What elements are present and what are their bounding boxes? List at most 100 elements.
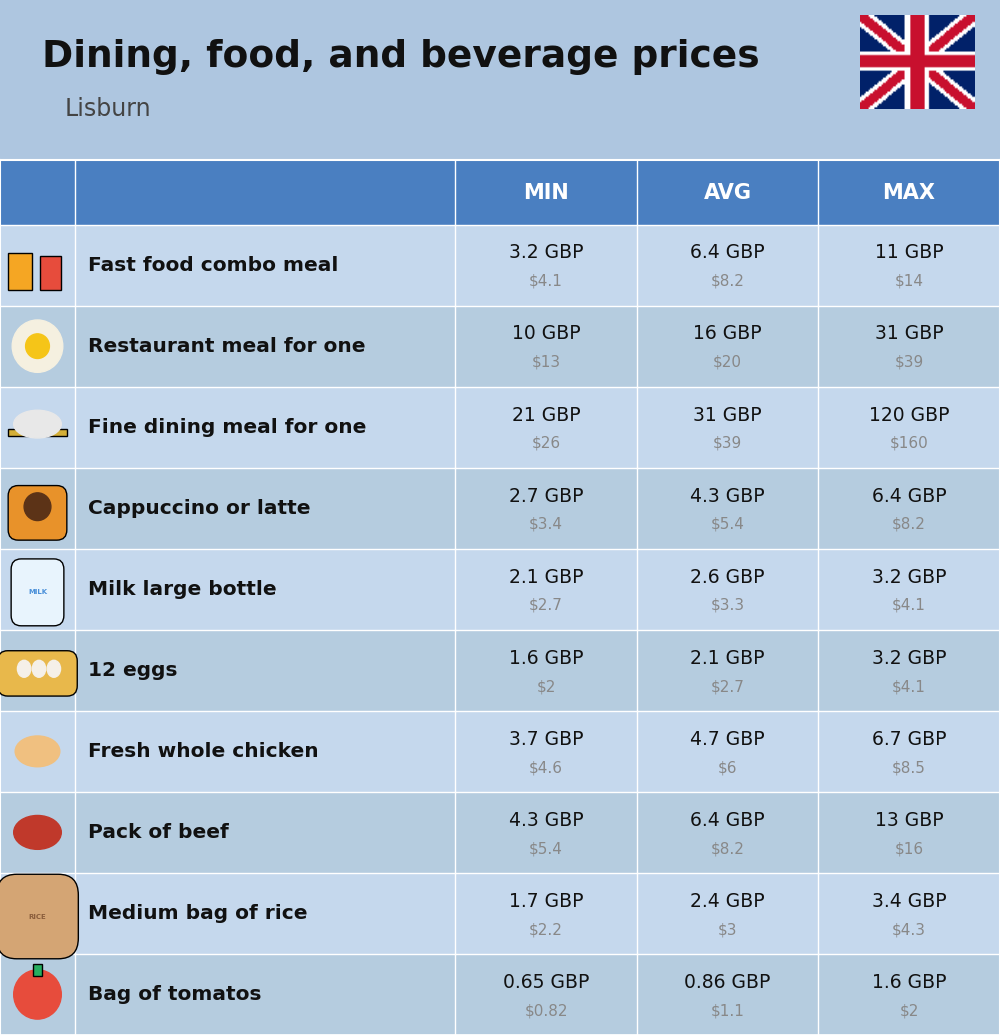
Text: $14: $14: [895, 274, 924, 289]
Text: $39: $39: [713, 436, 742, 451]
FancyBboxPatch shape: [8, 485, 67, 540]
Text: 0.65 GBP: 0.65 GBP: [503, 973, 589, 992]
Text: MIN: MIN: [523, 182, 569, 203]
Text: 4.7 GBP: 4.7 GBP: [690, 730, 765, 748]
Text: 2.6 GBP: 2.6 GBP: [690, 567, 765, 587]
Text: $8.5: $8.5: [892, 760, 926, 775]
Text: $8.2: $8.2: [711, 841, 744, 856]
Text: $2.7: $2.7: [711, 679, 744, 694]
FancyBboxPatch shape: [0, 160, 1000, 225]
Text: $4.6: $4.6: [529, 760, 563, 775]
Text: 3.2 GBP: 3.2 GBP: [509, 243, 583, 263]
FancyBboxPatch shape: [0, 954, 1000, 1035]
Text: 16 GBP: 16 GBP: [693, 325, 762, 344]
Ellipse shape: [15, 736, 60, 767]
Circle shape: [24, 493, 51, 521]
Text: $1.1: $1.1: [711, 1003, 744, 1018]
Text: Fast food combo meal: Fast food combo meal: [88, 256, 338, 274]
Text: 3.2 GBP: 3.2 GBP: [872, 567, 946, 587]
Text: Lisburn: Lisburn: [65, 96, 152, 121]
Text: $2: $2: [899, 1003, 919, 1018]
Text: $4.1: $4.1: [892, 679, 926, 694]
Ellipse shape: [47, 660, 61, 677]
Text: 6.4 GBP: 6.4 GBP: [690, 243, 765, 263]
Text: 2.1 GBP: 2.1 GBP: [509, 567, 583, 587]
Ellipse shape: [14, 410, 61, 438]
FancyBboxPatch shape: [0, 549, 1000, 629]
Text: Cappuccino or latte: Cappuccino or latte: [88, 499, 310, 518]
Text: 12 eggs: 12 eggs: [88, 660, 178, 680]
Text: Bag of tomatos: Bag of tomatos: [88, 985, 262, 1004]
Text: $3.3: $3.3: [710, 598, 745, 613]
Text: $8.2: $8.2: [892, 516, 926, 532]
Text: 13 GBP: 13 GBP: [875, 810, 943, 830]
Text: $4.1: $4.1: [529, 274, 563, 289]
Text: $5.4: $5.4: [711, 516, 744, 532]
Text: RICE: RICE: [29, 914, 46, 919]
Circle shape: [12, 320, 63, 373]
Text: $13: $13: [531, 355, 561, 369]
Text: $16: $16: [894, 841, 924, 856]
Text: $6: $6: [718, 760, 737, 775]
Text: $3: $3: [718, 922, 737, 937]
Text: $0.82: $0.82: [524, 1003, 568, 1018]
Text: 31 GBP: 31 GBP: [875, 325, 943, 344]
FancyBboxPatch shape: [8, 253, 32, 290]
Text: $5.4: $5.4: [529, 841, 563, 856]
FancyBboxPatch shape: [0, 468, 1000, 549]
Text: $2.7: $2.7: [529, 598, 563, 613]
Text: 6.4 GBP: 6.4 GBP: [872, 486, 946, 505]
FancyBboxPatch shape: [40, 256, 61, 290]
Text: 6.4 GBP: 6.4 GBP: [690, 810, 765, 830]
Text: $2.2: $2.2: [529, 922, 563, 937]
Text: Fresh whole chicken: Fresh whole chicken: [88, 742, 319, 761]
Text: Fine dining meal for one: Fine dining meal for one: [88, 418, 366, 437]
Text: 11 GBP: 11 GBP: [875, 243, 943, 263]
Ellipse shape: [32, 660, 46, 677]
Text: 3.2 GBP: 3.2 GBP: [872, 649, 946, 668]
Text: 1.6 GBP: 1.6 GBP: [509, 649, 583, 668]
FancyBboxPatch shape: [0, 792, 1000, 873]
Text: $3.4: $3.4: [529, 516, 563, 532]
FancyBboxPatch shape: [0, 629, 1000, 711]
FancyBboxPatch shape: [0, 651, 77, 697]
FancyBboxPatch shape: [33, 964, 42, 976]
Text: 1.6 GBP: 1.6 GBP: [872, 973, 946, 992]
Text: $4.3: $4.3: [892, 922, 926, 937]
FancyBboxPatch shape: [0, 711, 1000, 792]
FancyBboxPatch shape: [8, 428, 67, 437]
Text: 4.3 GBP: 4.3 GBP: [690, 486, 765, 505]
Text: 3.7 GBP: 3.7 GBP: [509, 730, 583, 748]
Text: 31 GBP: 31 GBP: [693, 406, 762, 424]
Text: 21 GBP: 21 GBP: [512, 406, 580, 424]
Circle shape: [14, 970, 61, 1019]
Text: 2.1 GBP: 2.1 GBP: [690, 649, 765, 668]
FancyBboxPatch shape: [0, 873, 1000, 954]
Text: 0.86 GBP: 0.86 GBP: [684, 973, 771, 992]
Text: 120 GBP: 120 GBP: [869, 406, 949, 424]
Text: MILK: MILK: [28, 589, 47, 595]
FancyBboxPatch shape: [0, 387, 1000, 468]
Text: $8.2: $8.2: [711, 274, 744, 289]
Text: MAX: MAX: [883, 182, 936, 203]
Text: $4.1: $4.1: [892, 598, 926, 613]
Text: $39: $39: [894, 355, 924, 369]
FancyBboxPatch shape: [0, 225, 1000, 305]
Text: AVG: AVG: [704, 182, 752, 203]
Text: 10 GBP: 10 GBP: [512, 325, 580, 344]
Text: Pack of beef: Pack of beef: [88, 823, 229, 841]
Text: 3.4 GBP: 3.4 GBP: [872, 892, 946, 911]
Text: Milk large bottle: Milk large bottle: [88, 580, 277, 599]
Text: $26: $26: [531, 436, 561, 451]
Text: Dining, food, and beverage prices: Dining, food, and beverage prices: [42, 39, 760, 75]
Text: $20: $20: [713, 355, 742, 369]
Text: Medium bag of rice: Medium bag of rice: [88, 904, 308, 923]
FancyBboxPatch shape: [0, 875, 78, 958]
Text: 1.7 GBP: 1.7 GBP: [509, 892, 583, 911]
Text: 2.4 GBP: 2.4 GBP: [690, 892, 765, 911]
Text: 4.3 GBP: 4.3 GBP: [509, 810, 583, 830]
Text: $160: $160: [890, 436, 928, 451]
FancyBboxPatch shape: [0, 305, 1000, 387]
Text: Restaurant meal for one: Restaurant meal for one: [88, 336, 366, 356]
Circle shape: [26, 334, 49, 358]
